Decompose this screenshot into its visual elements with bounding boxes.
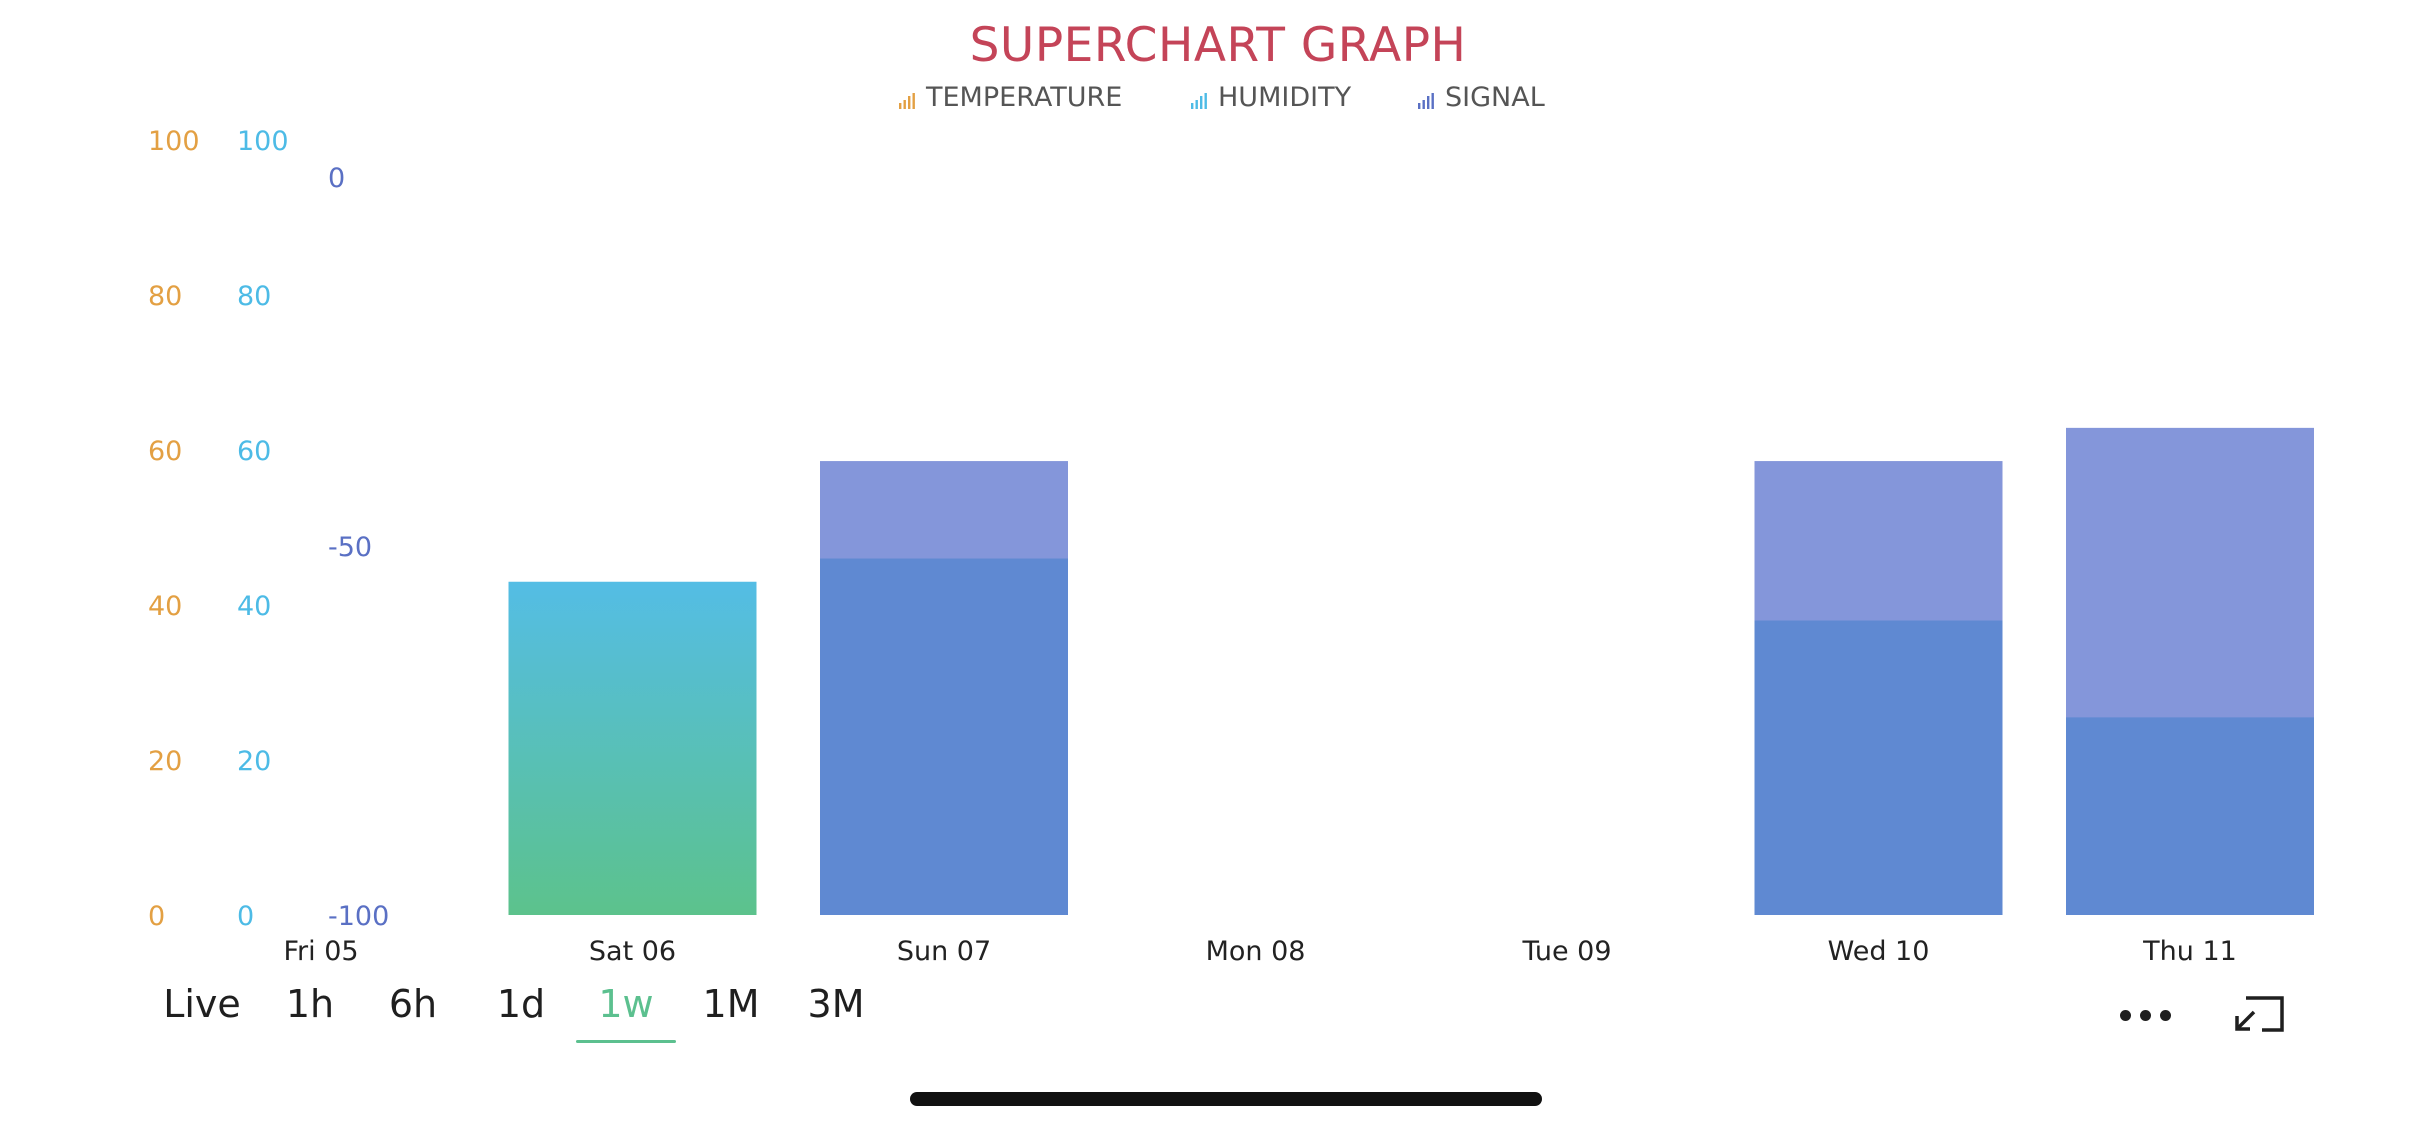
chart-plot: 100 80 60 40 20 0 100 80 60 40 20 0 0 -50 -100 Fri 05 S… — [148, 126, 2314, 967]
legend-item-signal[interactable]: SIGNAL — [1417, 82, 1545, 113]
bar-chart-icon — [1191, 92, 1207, 109]
tab-1M[interactable]: 1M — [702, 982, 760, 1026]
x-tick-label: Mon 08 — [1206, 936, 1306, 967]
y-tick-label: -50 — [328, 532, 372, 563]
y-tick-label: 0 — [328, 163, 345, 194]
exit-fullscreen-icon — [2235, 996, 2284, 1032]
x-tick-label: Thu 11 — [2142, 936, 2237, 967]
x-tick-label: Fri 05 — [283, 936, 358, 967]
y-tick-label: 80 — [148, 281, 182, 312]
more-button[interactable] — [2118, 1004, 2174, 1028]
x-tick-label: Wed 10 — [1828, 936, 1930, 967]
y-tick-label: 60 — [148, 436, 182, 467]
y-tick-label: 0 — [237, 901, 254, 932]
tab-3M[interactable]: 3M — [807, 982, 865, 1026]
tab-6h[interactable]: 6h — [388, 982, 438, 1026]
tab-1h[interactable]: 1h — [285, 982, 335, 1026]
legend: TEMPERATURE HUMIDITY SIGNAL — [0, 82, 2436, 122]
bar-humidity — [2066, 717, 2314, 915]
legend-item-humidity[interactable]: HUMIDITY — [1190, 82, 1351, 113]
tab-1d[interactable]: 1d — [496, 982, 546, 1026]
y-tick-label: 100 — [237, 126, 289, 157]
tab-live[interactable]: Live — [163, 982, 241, 1026]
y-tick-label: -100 — [328, 901, 389, 932]
chart-title: SUPERCHART GRAPH — [969, 18, 1467, 73]
active-tab-indicator — [576, 1040, 676, 1043]
bar-humidity — [1754, 620, 2003, 915]
bar-chart-icon — [1418, 92, 1434, 109]
y-tick-label: 100 — [148, 126, 200, 157]
x-tick-label: Sat 06 — [589, 936, 676, 967]
legend-label-signal: SIGNAL — [1445, 82, 1545, 113]
y-tick-label: 40 — [148, 591, 182, 622]
x-tick-label: Sun 07 — [897, 936, 991, 967]
fullscreen-button[interactable] — [2232, 994, 2286, 1034]
bar-chart-icon — [899, 92, 915, 109]
bar-humidity — [508, 581, 757, 915]
y-tick-label: 20 — [237, 746, 271, 777]
y-tick-label: 40 — [237, 591, 271, 622]
y-tick-label: 60 — [237, 436, 271, 467]
y-tick-label: 20 — [148, 746, 182, 777]
home-indicator — [910, 1092, 1542, 1106]
y-tick-label: 0 — [148, 901, 165, 932]
tab-1w[interactable]: 1w — [598, 982, 654, 1026]
x-tick-label: Tue 09 — [1521, 936, 1611, 967]
y-tick-label: 80 — [237, 281, 271, 312]
bar-humidity — [820, 558, 1068, 915]
legend-label-temperature: TEMPERATURE — [926, 82, 1123, 113]
legend-label-humidity: HUMIDITY — [1218, 82, 1352, 113]
legend-item-temperature[interactable]: TEMPERATURE — [898, 82, 1122, 113]
